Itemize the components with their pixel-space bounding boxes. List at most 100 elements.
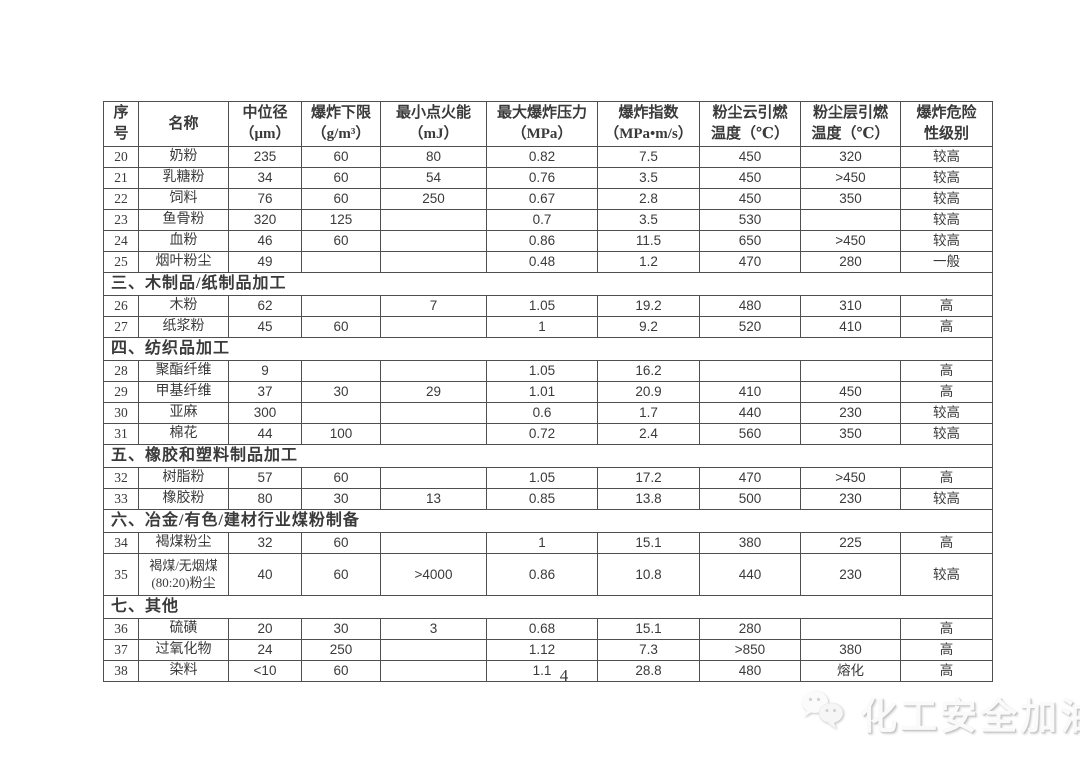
name-cell: 饲料 [138,188,229,210]
value-cell: 225 [800,532,901,554]
table-row: 30 亚麻 300 0.6 1.7 440 230 较高 [103,402,993,424]
value-cell: 27 [103,316,139,338]
value-cell [380,532,487,554]
value-cell: 1.2 [597,251,700,273]
table-row: 26 木粉 62 7 1.05 19.2 480 310 高 [103,295,993,317]
name-cell: 木粉 [138,295,229,317]
value-cell: 高 [900,532,993,554]
value-cell [380,660,487,682]
value-cell: 530 [699,209,801,231]
table-row: 34 褐煤粉尘 32 60 1 15.1 380 225 高 [103,532,993,554]
table-row: 23 鱼骨粉 320 125 0.7 3.5 530 较高 [103,209,993,231]
value-cell: 1.05 [486,295,598,317]
value-cell: 60 [301,532,381,554]
watermark: 化工安全加油站 [798,686,1080,740]
value-cell: 30 [301,488,381,510]
name-cell: 鱼骨粉 [138,209,229,231]
section-row: 五、橡胶和塑料制品加工 [103,444,993,468]
column-header: 粉尘云引燃 温度（℃） [699,101,801,147]
value-cell: >450 [800,230,901,252]
value-cell: 13 [380,488,487,510]
dust-explosion-table: 序 号名称 中位径 （μm） 爆炸下限 （g/m³） 最小点火能 （mJ） 最大爆炸压力… [103,101,993,682]
value-cell: 250 [380,188,487,210]
column-header: 最大爆炸压力 （MPa） [486,101,598,147]
value-cell: 9.2 [597,316,700,338]
value-cell: 380 [800,639,901,661]
name-cell: 过氧化物 [138,639,229,661]
value-cell: 32 [103,467,139,489]
value-cell: 0.76 [486,167,598,189]
value-cell: 440 [699,402,801,424]
value-cell: 440 [699,553,801,596]
value-cell: 较高 [900,553,993,596]
value-cell: 60 [301,467,381,489]
value-cell: 49 [228,251,302,273]
value-cell: 60 [301,188,381,210]
value-cell [301,402,381,424]
value-cell: 45 [228,316,302,338]
name-cell: 纸浆粉 [138,316,229,338]
name-cell: 烟叶粉尘 [138,251,229,273]
value-cell: 15.1 [597,532,700,554]
value-cell: 17.2 [597,467,700,489]
name-cell: 树脂粉 [138,467,229,489]
value-cell: 0.7 [486,209,598,231]
section-title: 七、其他 [103,595,993,619]
value-cell: 32 [228,532,302,554]
value-cell: 410 [699,381,801,403]
table-row: 29 甲基纤维 37 30 29 1.01 20.9 410 450 高 [103,381,993,403]
value-cell: 0.68 [486,618,598,640]
value-cell: 33 [103,488,139,510]
table-row: 32 树脂粉 57 60 1.05 17.2 470 >450 高 [103,467,993,489]
value-cell: 60 [301,553,381,596]
value-cell [380,423,487,445]
column-header: 最小点火能 （mJ） [380,101,487,147]
table-row: 22 饲料 76 60 250 0.67 2.8 450 350 较高 [103,188,993,210]
section-row: 三、木制品/纸制品加工 [103,272,993,296]
page-number: 4 [559,666,569,685]
value-cell [301,295,381,317]
value-cell: 较高 [900,209,993,231]
value-cell: 250 [301,639,381,661]
value-cell: 22 [103,188,139,210]
value-cell: 650 [699,230,801,252]
value-cell: 37 [228,381,302,403]
section-title: 五、橡胶和塑料制品加工 [103,444,993,468]
value-cell: 125 [301,209,381,231]
value-cell: 1.05 [486,360,598,382]
value-cell: 30 [301,618,381,640]
value-cell: 280 [699,618,801,640]
value-cell: 44 [228,423,302,445]
name-cell: 甲基纤维 [138,381,229,403]
value-cell [380,251,487,273]
value-cell: 7.5 [597,146,700,168]
value-cell: 480 [699,660,801,682]
value-cell [380,639,487,661]
value-cell: 高 [900,618,993,640]
value-cell: 350 [800,423,901,445]
value-cell: 100 [301,423,381,445]
value-cell: 40 [228,553,302,596]
value-cell: 11.5 [597,230,700,252]
value-cell: 28.8 [597,660,700,682]
value-cell: 0.72 [486,423,598,445]
value-cell: 高 [900,316,993,338]
value-cell: >450 [800,167,901,189]
value-cell: >850 [699,639,801,661]
value-cell: 500 [699,488,801,510]
table-row: 27 纸浆粉 45 60 1 9.2 520 410 高 [103,316,993,338]
value-cell: 3.5 [597,167,700,189]
value-cell [301,251,381,273]
name-cell: 褐煤/无烟煤 (80:20)粉尘 [138,553,229,596]
value-cell: 60 [301,230,381,252]
value-cell: 较高 [900,188,993,210]
value-cell: 36 [103,618,139,640]
value-cell: 560 [699,423,801,445]
value-cell: 2.4 [597,423,700,445]
value-cell: 34 [103,532,139,554]
value-cell: 29 [103,381,139,403]
name-cell: 亚麻 [138,402,229,424]
value-cell: 15.1 [597,618,700,640]
value-cell: 24 [103,230,139,252]
